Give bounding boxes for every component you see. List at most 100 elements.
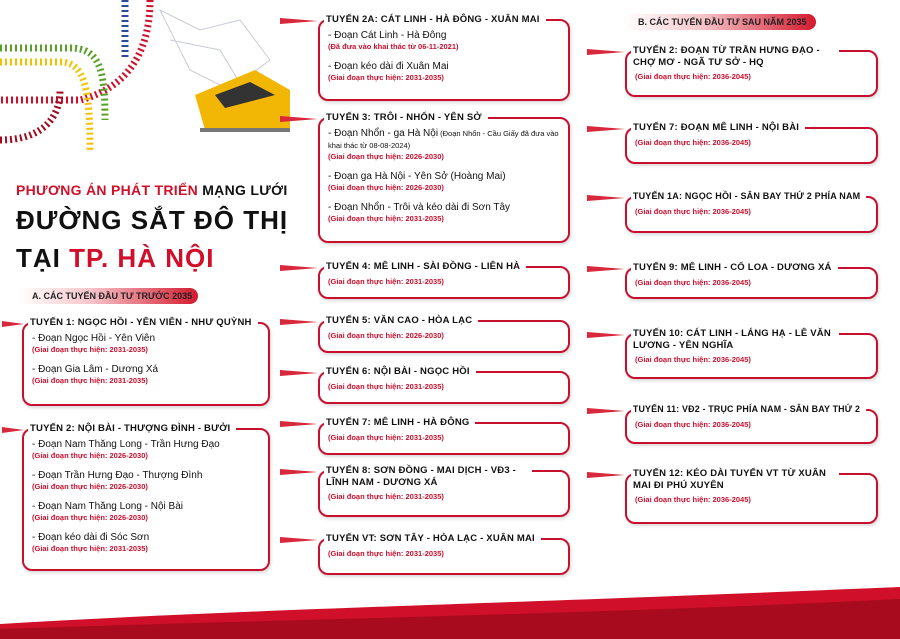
route-box: TUYẾN 2: NỘI BÀI - THƯỢNG ĐÌNH - BƯỞI - Đ…	[2, 423, 270, 571]
route-title: TUYẾN 10: CÁT LINH - LÁNG HẠ - LÊ VĂN LƯ…	[631, 328, 839, 352]
route-box: TUYẾN 5: VĂN CAO - HÒA LẠC (Giai đoạn thự…	[280, 315, 570, 353]
route-segments: (Giai đoạn thực hiện: 2036-2045)	[635, 355, 870, 374]
title-red-part: PHƯƠNG ÁN PHÁT TRIỂN	[16, 182, 199, 198]
segment-name: - Đoạn Gia Lâm - Dương Xá	[32, 364, 262, 376]
train-icon	[195, 70, 290, 132]
route-title: TUYẾN 1: NGỌC HỒI - YÊN VIÊN - NHƯ QUỲNH	[28, 317, 258, 329]
route-segments: (Giai đoạn thực hiện: 2036-2045)	[635, 495, 870, 514]
route-segments: - Đoạn Cát Linh - Hà Đông (Đã đưa vào kha…	[328, 30, 562, 92]
route-segments: (Giai đoạn thực hiện: 2026-2030)	[328, 331, 562, 350]
route-segment: (Giai đoạn thực hiện: 2031-2035)	[328, 492, 562, 502]
segment-name: - Đoạn Ngọc Hồi - Yên Viên	[32, 333, 262, 345]
route-title: TUYẾN 6: NỘI BÀI - NGỌC HỒI	[324, 366, 476, 378]
title-red-part: TP. HÀ NỘI	[69, 243, 215, 273]
route-segments: (Giai đoạn thực hiện: 2031-2035)	[328, 382, 562, 401]
route-title: TUYẾN 4: MÊ LINH - SÀI ĐỒNG - LIÊN HÀ	[324, 261, 527, 273]
arrow-icon	[280, 537, 318, 543]
segment-period-note: (Giai đoạn thực hiện: 2026-2030)	[328, 331, 444, 340]
segment-period-note: (Giai đoạn thực hiện: 2026-2030)	[32, 513, 148, 522]
route-segment: (Giai đoạn thực hiện: 2036-2045)	[635, 355, 870, 365]
segment-period-note: (Giai đoạn thực hiện: 2031-2035)	[32, 345, 148, 354]
route-segments: (Giai đoạn thực hiện: 2031-2035)	[328, 549, 562, 568]
segment-name-text: - Đoạn Nam Thăng Long - Trần Hưng Đạo	[32, 439, 220, 450]
segment-name: - Đoạn Nam Thăng Long - Trần Hưng Đạo	[32, 439, 262, 451]
segment-name-text: - Đoạn kéo dài đi Xuân Mai	[328, 61, 449, 72]
route-segment: - Đoạn Nam Thăng Long - Nội Bài (Giai đoạ…	[32, 501, 262, 523]
segment-period-note: (Giai đoạn thực hiện: 2031-2035)	[328, 73, 444, 82]
route-segment: (Giai đoạn thực hiện: 2036-2045)	[635, 278, 870, 288]
route-box: TUYẾN 11: VĐ2 - TRỤC PHÍA NAM - SÂN BAY …	[587, 404, 878, 444]
route-title: TUYẾN 9: MÊ LINH - CỔ LOA - DƯƠNG XÁ	[631, 262, 838, 274]
route-title: TUYẾN 7: ĐOẠN MÊ LINH - NỘI BÀI	[631, 122, 806, 134]
section-b-header: B. CÁC TUYẾN ĐẦU TƯ SAU NĂM 2035	[624, 14, 816, 30]
segment-period-note: (Giai đoạn thực hiện: 2031-2035)	[328, 277, 444, 286]
segment-period-note: (Giai đoạn thực hiện: 2026-2030)	[32, 482, 148, 491]
title-line-3: TẠI TP. HÀ NỘI	[16, 243, 214, 274]
route-segment: - Đoạn Gia Lâm - Dương Xá (Giai đoạn thực…	[32, 364, 262, 386]
route-segment: (Giai đoạn thực hiện: 2036-2045)	[635, 420, 870, 430]
arrow-icon	[587, 126, 625, 132]
title-black-part: TẠI	[16, 243, 70, 273]
segment-period-note: (Giai đoạn thực hiện: 2031-2035)	[32, 544, 148, 553]
route-segment: - Đoạn Ngọc Hồi - Yên Viên (Giai đoạn thự…	[32, 333, 262, 355]
segment-name-text: - Đoạn Cát Linh - Hà Đông	[328, 30, 447, 41]
route-segment: (Giai đoạn thực hiện: 2031-2035)	[328, 277, 562, 287]
arrow-icon	[280, 469, 318, 475]
route-box: TUYẾN 12: KÉO DÀI TUYẾN VT TỪ XUÂN MAI Đ…	[587, 468, 878, 524]
route-segment: - Đoạn Nhổn - ga Hà Nội (Đoạn Nhổn - Cầu…	[328, 128, 562, 162]
arrow-icon	[587, 472, 625, 478]
segment-period-note: (Giai đoạn thực hiện: 2026-2030)	[328, 183, 444, 192]
route-segment: - Đoạn Nhổn - Trôi và kéo dài đi Sơn Tây…	[328, 202, 562, 224]
segment-name: - Đoạn Nhổn - ga Hà Nội (Đoạn Nhổn - Cầu…	[328, 128, 562, 152]
route-segment: (Giai đoạn thực hiện: 2031-2035)	[328, 433, 562, 443]
route-box: TUYẾN 9: MÊ LINH - CỔ LOA - DƯƠNG XÁ (Gia…	[587, 262, 878, 299]
route-segment: - Đoạn Nam Thăng Long - Trần Hưng Đạo (Gi…	[32, 439, 262, 461]
segment-name-text: - Đoạn kéo dài đi Sóc Sơn	[32, 532, 150, 543]
arrow-icon	[587, 408, 625, 414]
route-title: TUYẾN VT: SƠN TÂY - HÒA LẠC - XUÂN MAI	[324, 533, 541, 545]
route-box: TUYẾN 2A: CÁT LINH - HÀ ĐÔNG - XUÂN MAI -…	[280, 14, 570, 101]
route-box: TUYẾN 7: MÊ LINH - HÀ ĐÔNG (Giai đoạn thự…	[280, 417, 570, 455]
segment-period-note: (Giai đoạn thực hiện: 2036-2045)	[635, 72, 751, 81]
route-box: TUYẾN 8: SƠN ĐỒNG - MAI DỊCH - VĐ3 - LĨN…	[280, 465, 570, 517]
rail-decoration	[0, 0, 290, 151]
route-box: TUYẾN VT: SƠN TÂY - HÒA LẠC - XUÂN MAI (G…	[280, 533, 570, 575]
route-segment: (Giai đoạn thực hiện: 2026-2030)	[328, 331, 562, 341]
segment-period-note: (Đã đưa vào khai thác từ 06-11-2021)	[328, 42, 459, 51]
route-title: TUYẾN 2: NỘI BÀI - THƯỢNG ĐÌNH - BƯỞI	[28, 423, 237, 435]
route-segments: - Đoạn Ngọc Hồi - Yên Viên (Giai đoạn thự…	[32, 333, 262, 395]
arrow-icon	[2, 321, 24, 327]
segment-period-note: (Giai đoạn thực hiện: 2031-2035)	[328, 549, 444, 558]
route-segment: - Đoạn ga Hà Nội - Yên Sở (Hoàng Mai) (Gi…	[328, 171, 562, 193]
route-title: TUYẾN 1A: NGỌC HỒI - SÂN BAY THỨ 2 PHÍA …	[631, 191, 867, 203]
arrow-icon	[587, 195, 625, 201]
arrow-icon	[587, 332, 625, 338]
segment-name: - Đoạn kéo dài đi Xuân Mai	[328, 61, 562, 73]
route-title: TUYẾN 5: VĂN CAO - HÒA LẠC	[324, 315, 479, 327]
title-black-part: MẠNG LƯỚI	[198, 182, 288, 198]
segment-name-text: - Đoạn Ngọc Hồi - Yên Viên	[32, 333, 156, 344]
segment-period-note: (Giai đoạn thực hiện: 2036-2045)	[635, 207, 751, 216]
segment-name-text: - Đoạn ga Hà Nội - Yên Sở (Hoàng Mai)	[328, 171, 506, 182]
route-segment: - Đoạn kéo dài đi Sóc Sơn (Giai đoạn thực…	[32, 532, 262, 554]
yellow-rail	[0, 58, 94, 151]
segment-name: - Đoạn ga Hà Nội - Yên Sở (Hoàng Mai)	[328, 171, 562, 183]
segment-period-note: (Giai đoạn thực hiện: 2031-2035)	[328, 433, 444, 442]
segment-period-note: (Giai đoạn thực hiện: 2031-2035)	[328, 382, 444, 391]
route-title: TUYẾN 7: MÊ LINH - HÀ ĐÔNG	[324, 417, 476, 429]
route-box: TUYẾN 1A: NGỌC HỒI - SÂN BAY THỨ 2 PHÍA …	[587, 191, 878, 233]
segment-period-note: (Giai đoạn thực hiện: 2036-2045)	[635, 138, 751, 147]
route-segments: (Giai đoạn thực hiện: 2031-2035)	[328, 433, 562, 452]
route-segments: (Giai đoạn thực hiện: 2036-2045)	[635, 420, 870, 439]
route-segment: (Giai đoạn thực hiện: 2036-2045)	[635, 495, 870, 505]
route-segment: (Giai đoạn thực hiện: 2031-2035)	[328, 382, 562, 392]
segment-name-text: - Đoạn Trần Hưng Đạo - Thượng Đình	[32, 470, 203, 481]
route-title: TUYẾN 12: KÉO DÀI TUYẾN VT TỪ XUÂN MAI Đ…	[631, 468, 839, 492]
route-segment: - Đoạn kéo dài đi Xuân Mai (Giai đoạn thự…	[328, 61, 562, 83]
arrow-icon	[280, 265, 318, 271]
arrow-icon	[280, 116, 318, 122]
route-title: TUYẾN 2: ĐOẠN TỪ TRẦN HƯNG ĐẠO - CHỢ MƠ …	[631, 45, 839, 69]
route-box: TUYẾN 4: MÊ LINH - SÀI ĐỒNG - LIÊN HÀ (Gi…	[280, 261, 570, 299]
segment-period-note: (Giai đoạn thực hiện: 2036-2045)	[635, 278, 751, 287]
route-segments: (Giai đoạn thực hiện: 2036-2045)	[635, 72, 870, 91]
